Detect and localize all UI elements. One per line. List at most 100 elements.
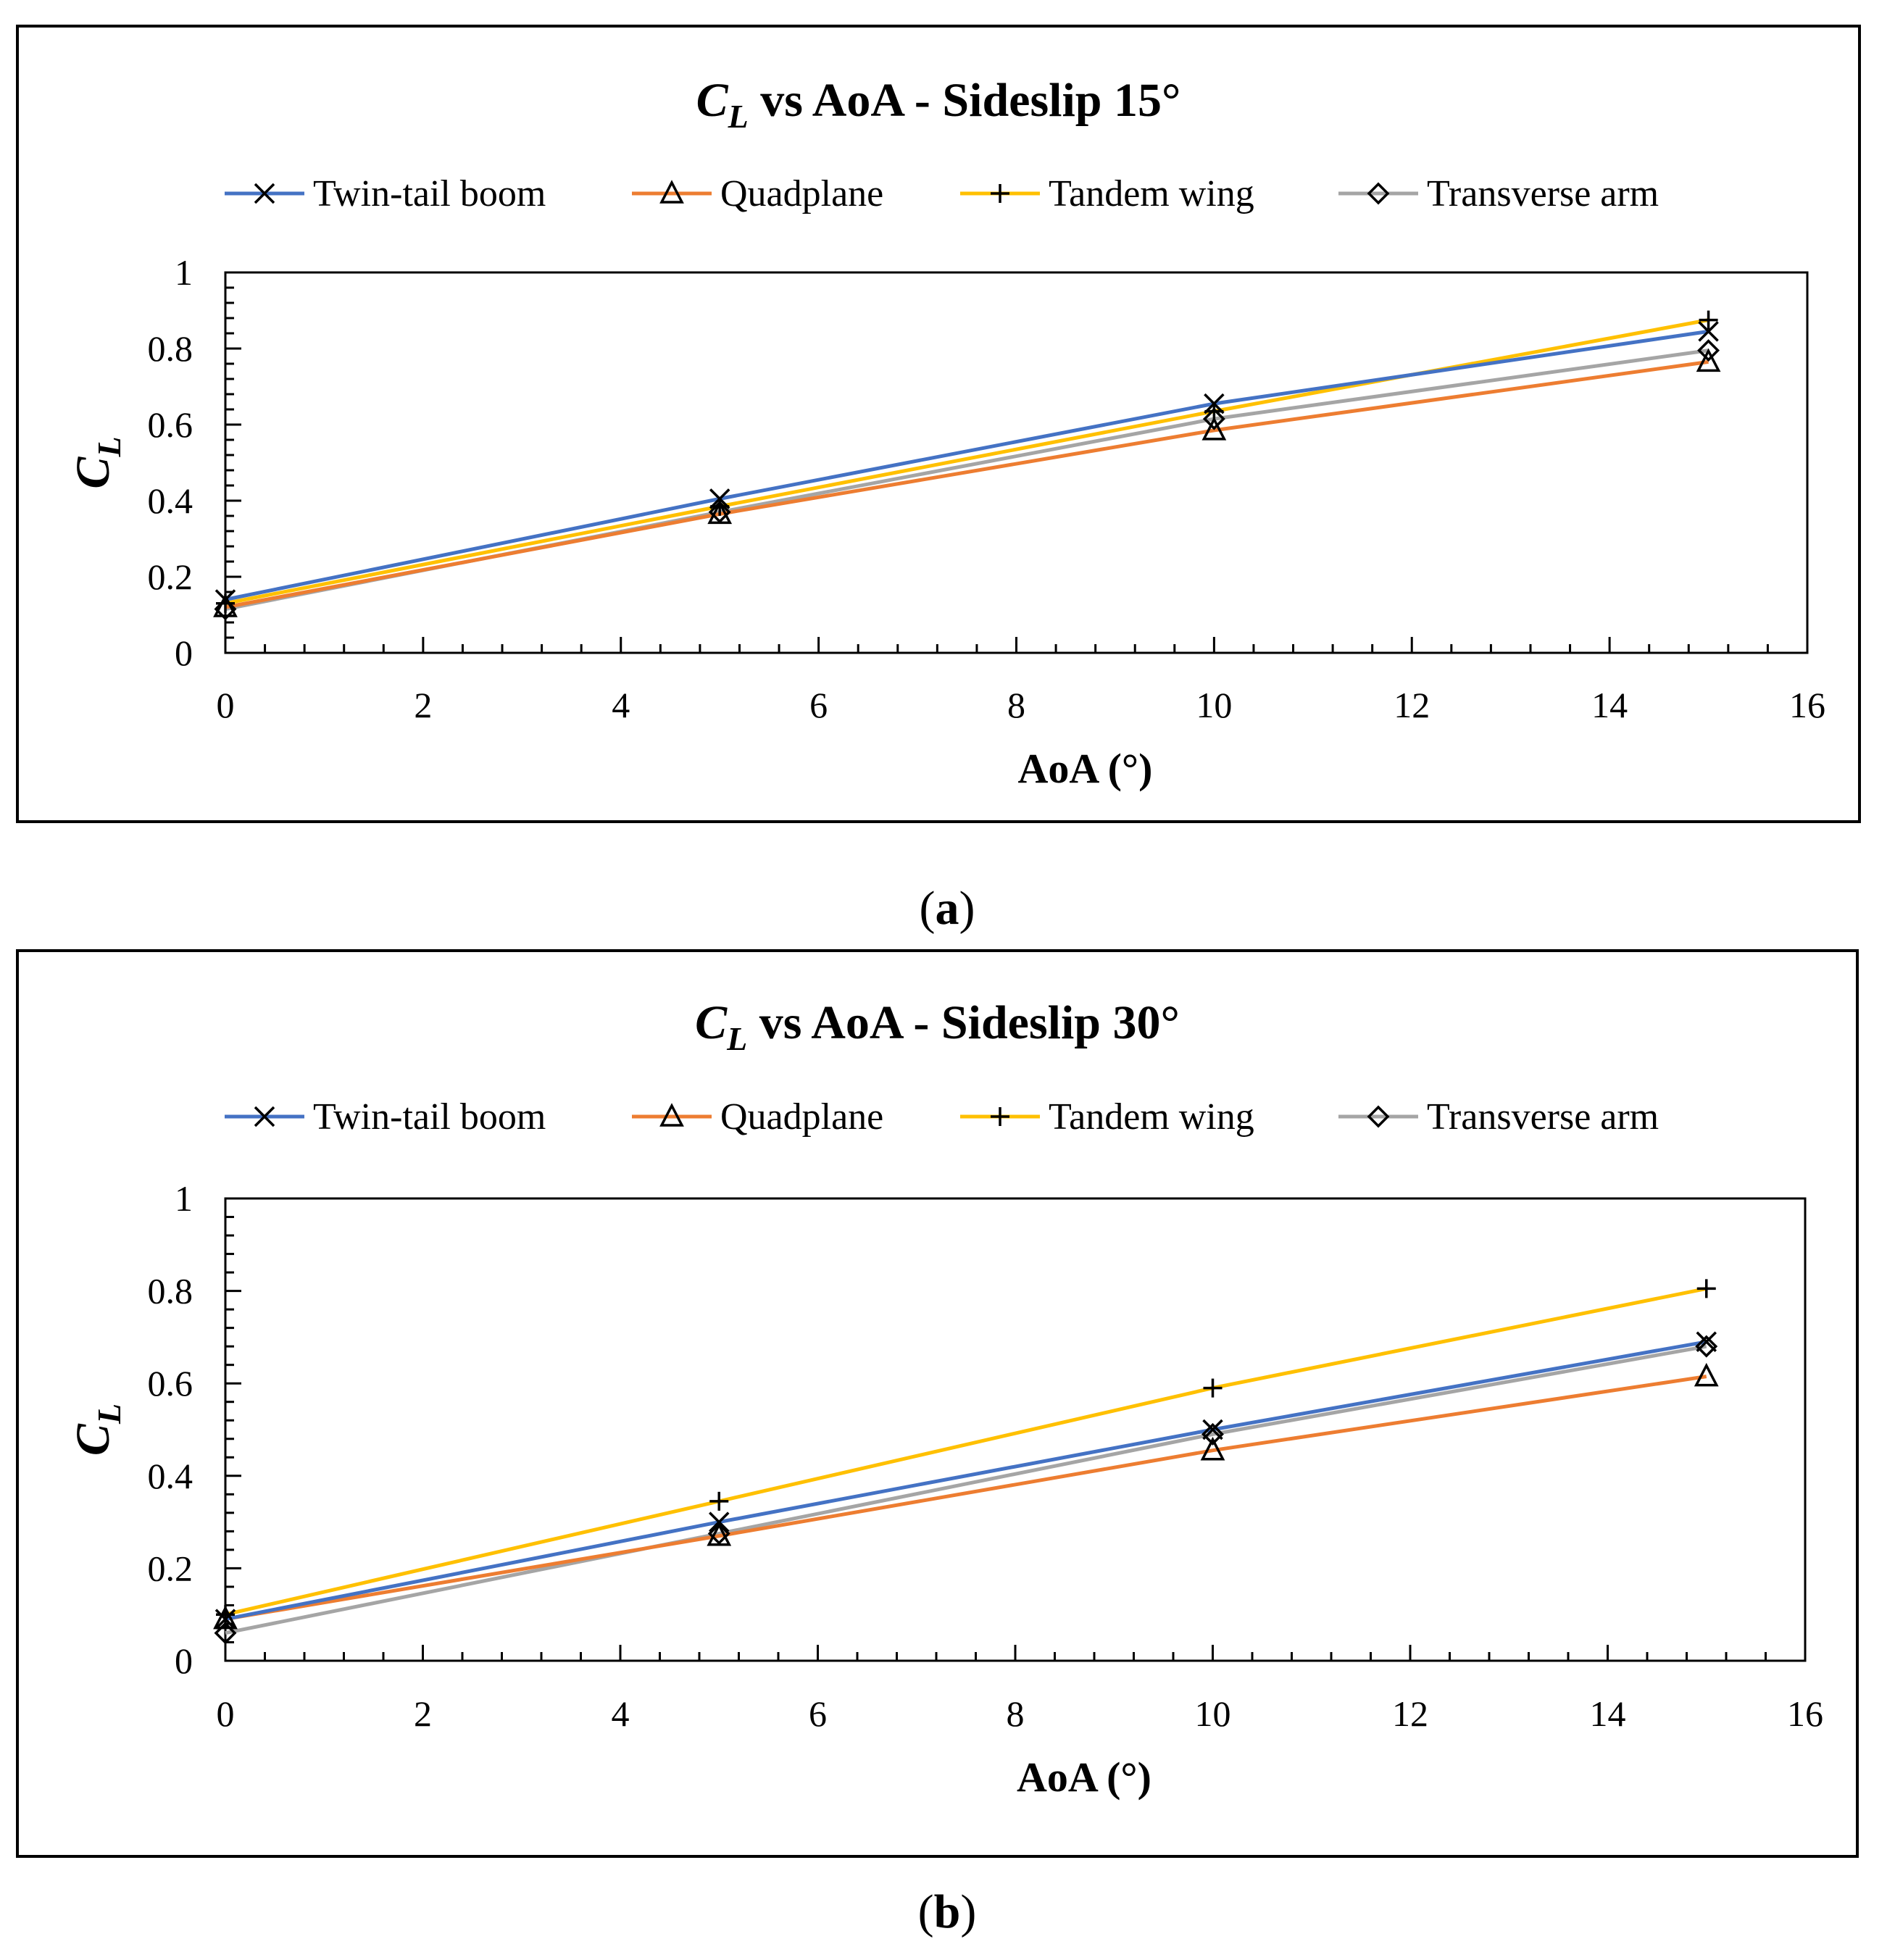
caption-paren: (	[918, 1885, 934, 1938]
point-transverse	[707, 1522, 730, 1546]
legend-label: Tandem wing	[1049, 173, 1254, 214]
legend-marker-triangle-icon	[659, 1103, 684, 1127]
chart-title: CL vs AoA - Sideslip 15°	[696, 74, 1181, 135]
point-quad	[1200, 1436, 1225, 1461]
point-quad	[213, 1605, 238, 1630]
series-lines	[225, 1286, 1707, 1635]
point-transverse	[708, 501, 731, 524]
legend-item-tandem: Tandem wing	[960, 1096, 1254, 1138]
y-tick-label: 0.6	[148, 404, 193, 445]
point-tandem	[216, 593, 235, 613]
x-tick-label: 10	[1196, 685, 1232, 725]
x-tick-label: 16	[1789, 685, 1825, 725]
point-transverse	[1202, 407, 1225, 430]
y-tick-label: 0.4	[148, 480, 193, 521]
x-tick-label: 6	[809, 685, 828, 725]
y-label-subscript: L	[91, 436, 128, 457]
caption-paren: )	[959, 882, 975, 935]
legend-item-quad: Quadplane	[632, 173, 883, 214]
panel-caption: (a)	[920, 882, 975, 935]
y-tick-label: 0.2	[148, 556, 193, 597]
y-tick-label: 1	[175, 1178, 193, 1219]
point-tandem	[1699, 310, 1718, 330]
x-tick-label: 8	[1007, 685, 1025, 725]
legend-label: Quadplane	[720, 1096, 883, 1138]
legend-label: Transverse arm	[1427, 173, 1659, 214]
point-transverse	[214, 598, 237, 621]
legend-label: Twin-tail boom	[313, 1096, 546, 1138]
chart-frame	[16, 25, 1861, 823]
point-transverse	[1201, 1422, 1224, 1446]
title-symbol: C	[696, 74, 729, 127]
point-quad	[1696, 348, 1721, 372]
x-tick-label: 6	[809, 1693, 827, 1734]
legend-marker-x-icon	[254, 1106, 275, 1127]
x-axis-label: AoA (°)	[1017, 1753, 1151, 1801]
point-tandem	[1696, 1279, 1716, 1298]
point-tandem	[710, 496, 730, 516]
point-quad	[1201, 417, 1227, 441]
point-tandem	[709, 1491, 729, 1511]
legend-item-tandem: Tandem wing	[960, 173, 1254, 214]
title-symbol: C	[695, 996, 728, 1049]
point-transverse	[214, 1622, 237, 1645]
x-tick-label: 12	[1392, 1693, 1428, 1734]
y-axis-label: CL	[67, 1404, 128, 1456]
caption-paren: )	[960, 1885, 976, 1938]
legend-item-twin: Twin-tail boom	[225, 173, 546, 214]
series-line-quad	[225, 359, 1709, 609]
legend-marker-diamond-icon	[1367, 1105, 1390, 1128]
y-label-symbol: C	[67, 1423, 120, 1456]
legend: Twin-tail boom Quadplane Tandem wing Transv…	[225, 173, 1659, 214]
x-tick-label: 14	[1591, 685, 1628, 725]
x-tick-label: 4	[612, 685, 630, 725]
chart-title: CL vs AoA - Sideslip 30°	[695, 996, 1180, 1057]
y-label-subscript: L	[91, 1404, 128, 1425]
series-markers	[213, 1279, 1719, 1645]
series-line-tandem	[225, 318, 1709, 606]
x-tick-label: 2	[414, 685, 432, 725]
y-label-symbol: C	[67, 456, 120, 489]
legend-marker-plus-icon	[991, 1107, 1009, 1126]
x-tick-label: 12	[1394, 685, 1430, 725]
series-line-twin	[225, 329, 1709, 601]
y-tick-label: 0	[175, 633, 193, 673]
series-line-tandem	[225, 1286, 1707, 1617]
axis-ticks	[224, 1197, 1807, 1662]
point-transverse	[1697, 339, 1720, 362]
axis-ticks	[224, 271, 1809, 654]
legend-item-quad: Quadplane	[632, 1096, 883, 1138]
caption-letter: b	[934, 1885, 961, 1938]
y-tick-label: 0.2	[148, 1548, 193, 1588]
legend-marker-diamond-icon	[1367, 182, 1390, 205]
x-tick-label: 0	[217, 1693, 235, 1734]
legend-label: Twin-tail boom	[313, 173, 546, 214]
point-twin	[709, 1511, 730, 1532]
y-tick-label: 0	[175, 1640, 193, 1681]
series-line-quad	[225, 1375, 1707, 1622]
point-quad	[1694, 1362, 1719, 1387]
series-markers	[213, 310, 1721, 621]
chart-panel-b: CL vs AoA - Sideslip 30°Twin-tail boom Qu…	[16, 949, 1859, 1858]
series-line-twin	[225, 1340, 1707, 1622]
y-axis-label: CL	[67, 436, 128, 488]
title-subscript: L	[728, 98, 749, 135]
series-lines	[225, 318, 1709, 612]
title-subscript: L	[726, 1020, 747, 1057]
y-tick-label: 1	[175, 252, 193, 293]
legend-label: Tandem wing	[1049, 1096, 1254, 1138]
legend-item-transverse: Transverse arm	[1338, 173, 1659, 214]
legend-label: Transverse arm	[1427, 1096, 1659, 1138]
legend-marker-x-icon	[254, 183, 275, 204]
x-tick-label: 2	[414, 1693, 432, 1734]
legend: Twin-tail boom Quadplane Tandem wing Transv…	[225, 1096, 1659, 1138]
chart-panel-a: CL vs AoA - Sideslip 15° Twin-tail boom Qu…	[16, 25, 1861, 823]
x-tick-label: 14	[1590, 1693, 1626, 1734]
y-tick-label: 0.8	[148, 328, 193, 369]
x-tick-label: 0	[217, 685, 235, 725]
point-tandem	[1203, 1378, 1223, 1398]
x-axis-label: AoA (°)	[1018, 745, 1153, 792]
panel-caption: (b)	[918, 1885, 977, 1938]
title-text: vs AoA - Sideslip 30°	[747, 996, 1180, 1049]
